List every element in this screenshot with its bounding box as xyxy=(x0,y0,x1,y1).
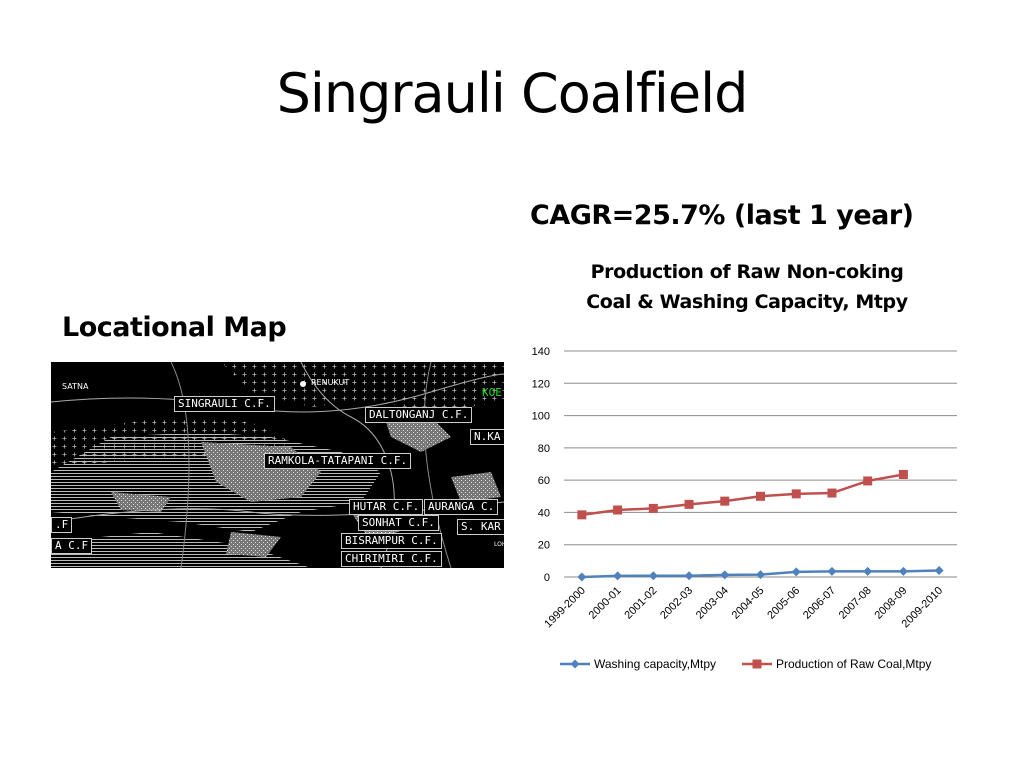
data-point xyxy=(756,570,765,580)
series-line-2 xyxy=(581,473,904,517)
data-point xyxy=(827,488,837,498)
data-point xyxy=(934,566,944,576)
data-point xyxy=(577,510,587,520)
legend-marker xyxy=(752,659,762,669)
x-tick-label: 2006-07 xyxy=(801,585,838,622)
data-point xyxy=(720,570,730,580)
y-tick-label: 80 xyxy=(538,443,550,455)
map-label-koe: KOE xyxy=(482,386,502,399)
data-point xyxy=(684,571,694,581)
line-chart: 0 20 40 60 80 100 120 140 1999-20002000-012001-0… xyxy=(532,346,957,671)
data-point xyxy=(613,505,623,515)
map-label-daltonganj: DALTONGANJ C.F. xyxy=(365,407,473,423)
map-heading: Locational Map xyxy=(62,312,287,343)
data-point xyxy=(613,571,623,581)
map-label-chirimiri: CHIRIMIRI C.F. xyxy=(341,551,442,567)
x-tick-label: 1999-2000 xyxy=(542,585,588,631)
data-point xyxy=(791,489,801,499)
data-point xyxy=(648,503,658,513)
x-tick-label: 2003-04 xyxy=(694,585,731,622)
map-label-hutar: HUTAR C.F. xyxy=(349,499,424,515)
locational-map: + SATNA RENUKUT KOE SINGRAULI C xyxy=(51,362,504,568)
data-point xyxy=(863,476,873,486)
y-tick-label: 20 xyxy=(538,540,550,552)
chart-title-line-1: Production of Raw Non-coking xyxy=(590,261,904,283)
map-label-bisrampur: BISRAMPUR C.F. xyxy=(341,533,442,549)
chart-title-line-2: Coal & Washing Capacity, Mtpy xyxy=(586,291,908,313)
legend-label: Washing capacity,Mtpy xyxy=(594,657,716,671)
map-label-ac: A C.F xyxy=(51,538,93,554)
x-tick-label: 2002-03 xyxy=(658,585,695,622)
map-label-skar: S. KAR xyxy=(457,519,504,535)
x-tick-label: 2004-05 xyxy=(730,585,767,622)
map-label-satna: SATNA xyxy=(62,382,89,391)
y-tick-label: 40 xyxy=(538,507,550,519)
chart-title: Production of Raw Non-coking Coal & Wash… xyxy=(560,257,934,317)
map-label-f: .F xyxy=(51,517,73,533)
data-point xyxy=(720,496,730,506)
legend-label: Production of Raw Coal,Mtpy xyxy=(776,657,931,671)
y-tick-label: 120 xyxy=(532,378,550,390)
x-tick-label: 2000-01 xyxy=(587,585,624,622)
data-point xyxy=(684,499,694,509)
x-tick-label: 2001-02 xyxy=(622,585,659,622)
data-point xyxy=(791,567,801,577)
x-tick-label: 2007-08 xyxy=(837,585,874,622)
data-point xyxy=(898,469,908,479)
map-label-ramkola: RAMKOLA-TATAPANI C.F. xyxy=(264,453,412,469)
x-tick-label: 2005-06 xyxy=(765,585,802,622)
data-point xyxy=(577,572,587,582)
slide-title: Singrauli Coalfield xyxy=(276,62,749,125)
y-tick-label: 60 xyxy=(538,475,550,487)
map-label-renukut: RENUKUT xyxy=(311,378,350,387)
data-point xyxy=(898,566,908,576)
y-tick-label: 100 xyxy=(532,411,550,423)
map-label-nka: N.KA xyxy=(470,429,504,445)
map-label-sonhat: SONHAT C.F. xyxy=(358,515,439,531)
legend-marker xyxy=(570,659,580,669)
y-tick-label: 0 xyxy=(544,572,550,584)
data-point xyxy=(648,571,658,581)
data-point xyxy=(827,566,837,576)
y-tick-label: 140 xyxy=(532,346,550,358)
data-point xyxy=(756,491,765,501)
map-label-loh: LOH xyxy=(494,541,504,548)
cagr-heading: CAGR=25.7% (last 1 year) xyxy=(530,200,914,231)
map-label-singrauli: SINGRAULI C.F. xyxy=(174,396,275,412)
data-point xyxy=(863,566,873,576)
map-label-auranga: AURANGA C. xyxy=(424,499,499,515)
